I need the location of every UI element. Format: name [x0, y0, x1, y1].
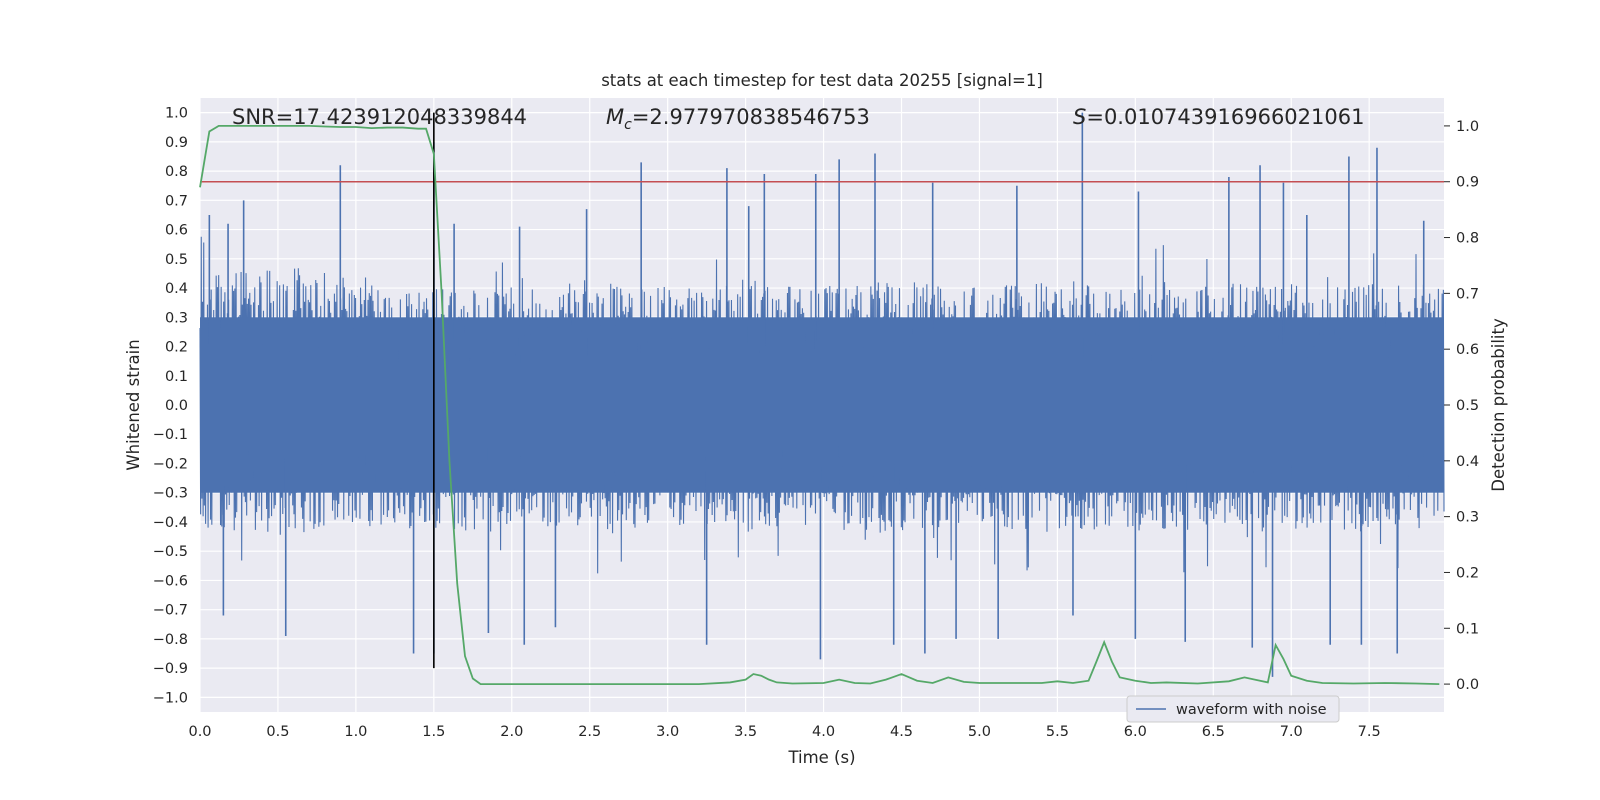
y-left-tick-label: −0.1 [153, 427, 188, 443]
y-right-tick-label: 0.1 [1456, 621, 1479, 637]
y-left-tick-label: −0.5 [153, 544, 188, 560]
s-statistic-annotation: S=0.010743916966021061 [1073, 105, 1364, 129]
x-tick-label: 7.0 [1280, 724, 1303, 740]
x-tick-label: 6.0 [1124, 724, 1147, 740]
y-left-tick-label: 0.3 [165, 310, 188, 326]
y-left-tick-label: −0.2 [153, 456, 188, 472]
x-tick-label: 3.5 [734, 724, 757, 740]
s-statistic-value: =0.010743916966021061 [1086, 105, 1364, 129]
y-right-tick-label: 0.3 [1456, 510, 1479, 526]
y-right-tick-label: 0.2 [1456, 565, 1479, 581]
y-right-tick-label: 0.0 [1456, 677, 1479, 693]
y-left-tick-label: 0.1 [165, 369, 188, 385]
x-tick-label: 7.5 [1358, 724, 1381, 740]
y-right-tick-label: 0.7 [1456, 286, 1479, 302]
y-left-tick-label: −0.4 [153, 515, 188, 531]
y-left-tick-label: −0.6 [153, 573, 188, 589]
x-tick-label: 6.5 [1202, 724, 1225, 740]
x-tick-label: 4.5 [890, 724, 913, 740]
legend: waveform with noise [1126, 695, 1340, 723]
right-y-axis-ticks: 1.0 0.9 0.8 0.7 0.6 0.5 0.4 0.3 0.2 0.1 0.0 [1444, 119, 1479, 693]
y-left-tick-label: 0.9 [165, 135, 188, 151]
left-y-axis-label: Whitened strain [124, 339, 143, 470]
y-right-tick-label: 0.9 [1456, 175, 1479, 191]
x-tick-label: 0.0 [188, 724, 211, 740]
right-y-axis-label: Detection probability [1489, 318, 1508, 492]
legend-label-waveform: waveform with noise [1176, 702, 1327, 718]
x-tick-label: 0.5 [266, 724, 289, 740]
y-left-tick-label: 0.0 [165, 398, 188, 414]
chirp-mass-subscript: c [624, 117, 632, 133]
y-right-tick-label: 1.0 [1456, 119, 1479, 135]
x-tick-label: 1.5 [422, 724, 445, 740]
s-statistic-symbol: S [1073, 105, 1086, 129]
x-axis-ticks: 0.0 0.5 1.0 1.5 2.0 2.5 3.0 3.5 4.0 4.5 5.0 5.5 6.0 6… [188, 724, 1380, 740]
y-left-tick-label: 0.2 [165, 340, 188, 356]
chirp-mass-symbol: M [606, 105, 624, 129]
y-left-tick-label: −0.8 [153, 632, 188, 648]
y-left-tick-label: −0.3 [153, 486, 188, 502]
x-tick-label: 4.0 [812, 724, 835, 740]
chart-title: stats at each timestep for test data 202… [601, 71, 1043, 90]
y-left-tick-label: 0.7 [165, 193, 188, 209]
y-left-tick-label: −1.0 [153, 690, 188, 706]
x-tick-label: 2.5 [578, 724, 601, 740]
x-tick-label: 3.0 [656, 724, 679, 740]
y-right-tick-label: 0.5 [1456, 398, 1479, 414]
chirp-mass-annotation: Mc=2.977970838546753 [606, 105, 870, 133]
chirp-mass-value: =2.977970838546753 [632, 105, 870, 129]
x-tick-label: 1.0 [344, 724, 367, 740]
y-left-tick-label: 1.0 [165, 106, 188, 122]
snr-annotation: SNR=17.423912048339844 [232, 105, 527, 129]
y-left-tick-label: 0.8 [165, 164, 188, 180]
y-left-tick-label: −0.7 [153, 603, 188, 619]
left-y-axis-ticks: 1.0 0.9 0.8 0.7 0.6 0.5 0.4 0.3 0.2 0.1 0.0 −0.1 −0.… [153, 106, 188, 707]
legend-box [1126, 695, 1340, 723]
y-left-tick-label: 0.5 [165, 252, 188, 268]
y-left-tick-label: 0.6 [165, 223, 188, 239]
y-left-tick-label: −0.9 [153, 661, 188, 677]
y-right-tick-label: 0.6 [1456, 342, 1479, 358]
y-left-tick-label: 0.4 [165, 281, 188, 297]
x-tick-label: 5.0 [968, 724, 991, 740]
y-right-tick-label: 0.8 [1456, 231, 1479, 247]
x-tick-label: 5.5 [1046, 724, 1069, 740]
waveform-with-noise-line [199, 236, 1445, 574]
x-tick-label: 2.0 [500, 724, 523, 740]
detection-probability-line [199, 125, 1440, 685]
x-axis-label: Time (s) [787, 748, 855, 767]
y-right-tick-label: 0.4 [1456, 454, 1479, 470]
